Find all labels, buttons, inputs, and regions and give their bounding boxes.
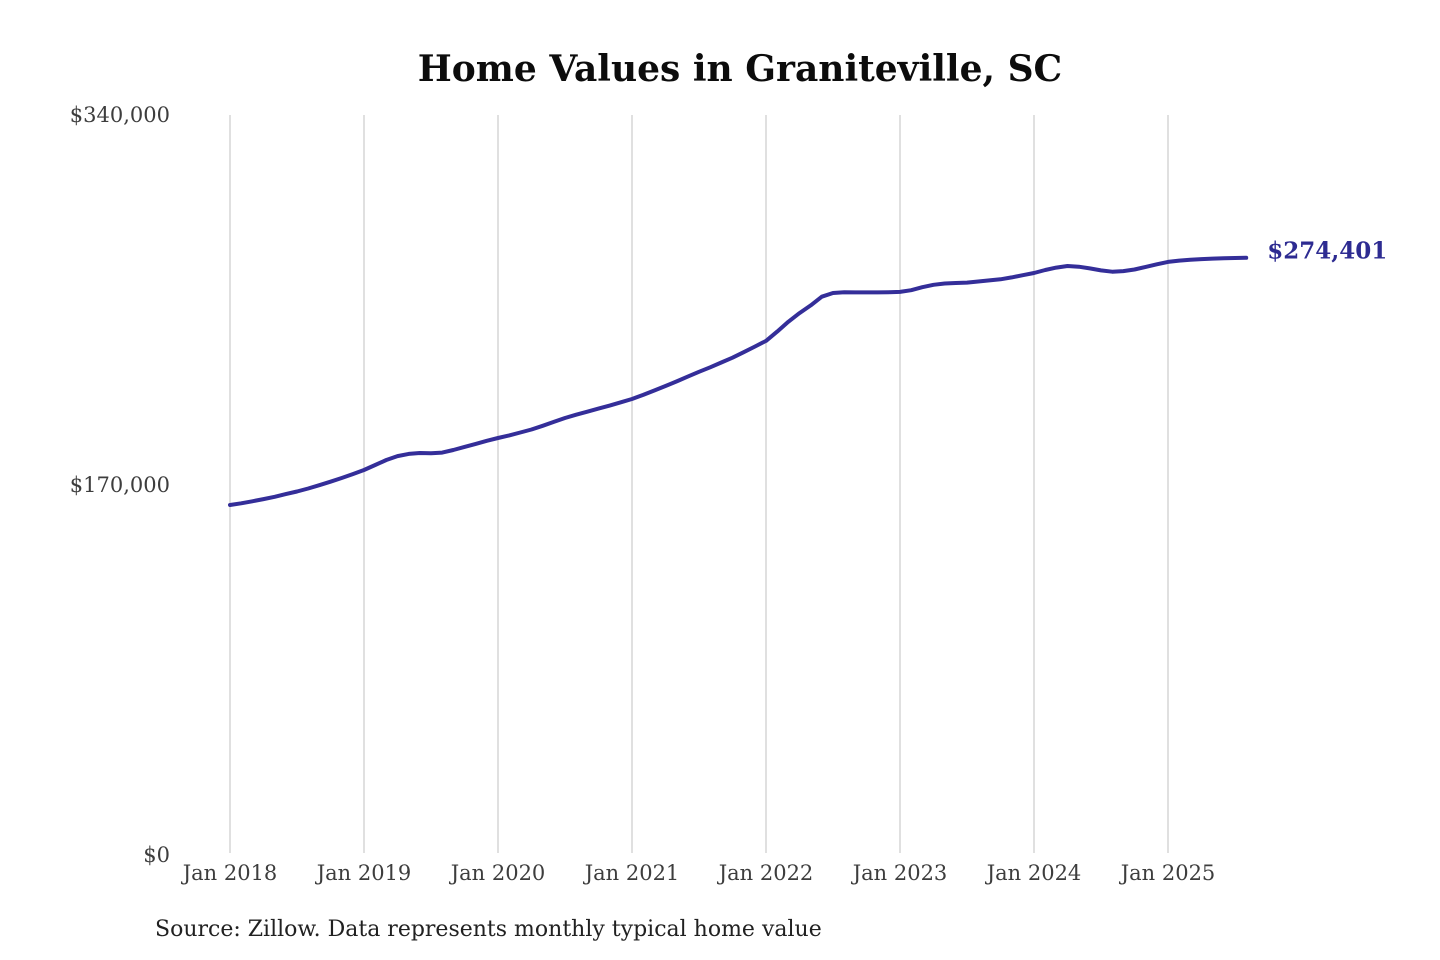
home-value-line-series (228, 255, 1249, 507)
source-note: Source: Zillow. Data represents monthly … (155, 917, 822, 942)
x-axis-tick-labels: Jan 2018 Jan 2019 Jan 2020 Jan 2021 Jan 2022… (181, 861, 1216, 885)
x-tick-label: Jan 2025 (1119, 861, 1216, 885)
vertical-gridlines (229, 115, 1169, 853)
x-tick-label: Jan 2021 (583, 861, 680, 885)
y-tick-label: $340,000 (70, 103, 170, 127)
y-tick-label: $0 (143, 843, 170, 867)
y-tick-label: $170,000 (70, 473, 170, 497)
x-tick-label: Jan 2020 (449, 861, 546, 885)
x-tick-label: Jan 2019 (315, 861, 412, 885)
x-tick-label: Jan 2024 (985, 861, 1082, 885)
x-tick-label: Jan 2022 (717, 861, 814, 885)
chart-title: Home Values in Graniteville, SC (418, 48, 1062, 90)
x-tick-label: Jan 2023 (851, 861, 948, 885)
end-value-annotation: $274,401 (1267, 237, 1387, 264)
y-axis-tick-labels: $0 $170,000 $340,000 (70, 103, 170, 867)
x-tick-label: Jan 2018 (181, 861, 278, 885)
